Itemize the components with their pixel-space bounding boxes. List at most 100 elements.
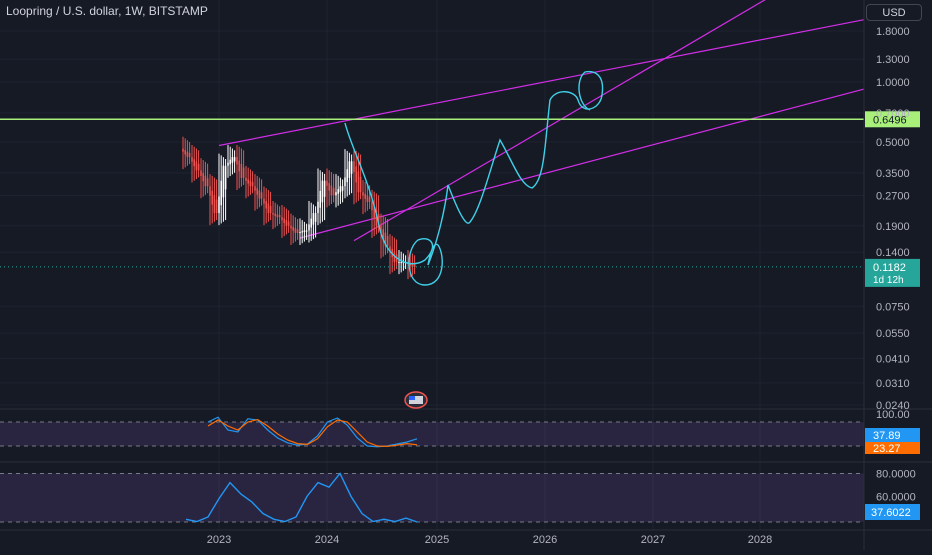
rsi-value-label: 37.6022	[871, 507, 911, 519]
time-tick-label: 2023	[207, 534, 231, 546]
chart-title: Loopring / U.S. dollar, 1W, BITSTAMP	[6, 4, 208, 18]
candle-body	[285, 219, 288, 226]
price-tick-label: 1.0000	[876, 77, 910, 89]
candle-body	[384, 232, 387, 247]
candle-body	[272, 213, 274, 215]
candle-body	[281, 217, 283, 221]
candle-body	[357, 171, 360, 193]
price-tick-label: 0.0310	[876, 378, 910, 390]
flag-icon[interactable]	[404, 391, 428, 409]
candle-body	[256, 188, 258, 195]
candle-body	[296, 229, 299, 233]
candle-body	[211, 190, 213, 205]
candle-body	[382, 229, 384, 240]
flag-icon-flag	[409, 396, 423, 404]
candle-body	[350, 161, 353, 174]
candle-body	[292, 226, 294, 231]
stoch-d-label: 23.27	[873, 443, 901, 455]
candle-body	[195, 161, 198, 171]
candle-body	[222, 165, 225, 198]
candle-body	[186, 151, 189, 158]
trendline	[353, 0, 766, 242]
candle-body	[249, 180, 252, 187]
candle-body	[274, 213, 276, 216]
candle-body	[267, 203, 270, 214]
candle-body	[305, 230, 308, 232]
candle-body	[332, 187, 335, 196]
stoch-k-label: 37.89	[873, 430, 901, 442]
candle-body	[240, 164, 243, 178]
last-price-box	[865, 258, 920, 287]
stoch-d-line	[207, 418, 418, 448]
candle-body	[276, 214, 279, 218]
price-axis[interactable]: 1.8000 1.3000 1.0000 0.7000 0.5000 0.3500 0.27…	[863, 0, 910, 550]
candle-body	[330, 185, 333, 196]
stoch-d-label-box	[865, 442, 920, 454]
candle-body	[290, 225, 292, 229]
candle-body	[326, 180, 328, 186]
currency-button[interactable]: USD	[866, 4, 922, 21]
candle-body	[308, 224, 310, 231]
candle-body	[398, 262, 400, 264]
candle-body	[242, 167, 245, 178]
candle-body	[321, 180, 324, 203]
price-tick-label: 0.2700	[876, 190, 910, 202]
candle-body	[301, 231, 303, 233]
candle-body	[377, 213, 380, 226]
candle-body	[227, 162, 229, 166]
time-tick-label: 2028	[748, 534, 772, 546]
candle-body	[303, 230, 306, 233]
trendline	[218, 19, 865, 147]
candle-body	[193, 159, 195, 167]
time-axis[interactable]: 2023 2024 2025 2026 2027 2028	[207, 534, 772, 546]
stoch-band	[0, 422, 864, 446]
candle-body	[341, 186, 344, 191]
candle-body	[245, 177, 247, 181]
time-tick-label: 2026	[533, 534, 557, 546]
candle-body	[314, 213, 317, 222]
candle-body	[229, 159, 231, 165]
price-tick-label: 0.1900	[876, 221, 910, 233]
candle-body	[263, 198, 265, 204]
candle-body	[373, 205, 375, 219]
price-tick-label: 0.0550	[876, 328, 910, 340]
candle-body	[202, 173, 204, 182]
candle-body	[224, 165, 227, 190]
trendline	[299, 88, 865, 239]
time-tick-label: 2024	[315, 534, 339, 546]
candle-body	[265, 201, 267, 209]
candle-body	[411, 263, 414, 268]
last-price-countdown: 1d 12h	[873, 275, 904, 286]
candle-body	[283, 218, 285, 224]
candle-body	[206, 178, 209, 187]
candle-body	[213, 195, 216, 214]
candle-body	[371, 202, 373, 211]
price-tick-label: 0.0240	[876, 400, 910, 412]
trendlines[interactable]	[218, 0, 865, 242]
candle-body	[319, 190, 321, 208]
freehand-drawing[interactable]	[344, 70, 604, 286]
candle-body	[236, 157, 238, 165]
candle-body	[386, 236, 389, 247]
last-price-label: 0.1182	[873, 262, 906, 274]
candle-body	[366, 195, 369, 203]
candle-body	[364, 193, 366, 199]
candle-body	[220, 180, 222, 206]
candle-body	[184, 150, 186, 155]
candle-body	[355, 166, 357, 183]
candle-body	[182, 148, 184, 152]
candle-body	[204, 175, 207, 187]
rsi-pane[interactable]: 80.0000 60.0000 37.6022	[0, 468, 920, 523]
candle-body	[389, 246, 391, 252]
price-tick-label: 0.5000	[876, 137, 910, 149]
candle-body	[323, 180, 326, 197]
candle-body	[346, 169, 348, 183]
candle-body	[251, 182, 254, 187]
horizontal-line[interactable]: 0.6496	[0, 111, 920, 128]
candle-body	[215, 199, 218, 214]
stoch-tick-label: 100.00	[876, 409, 910, 421]
